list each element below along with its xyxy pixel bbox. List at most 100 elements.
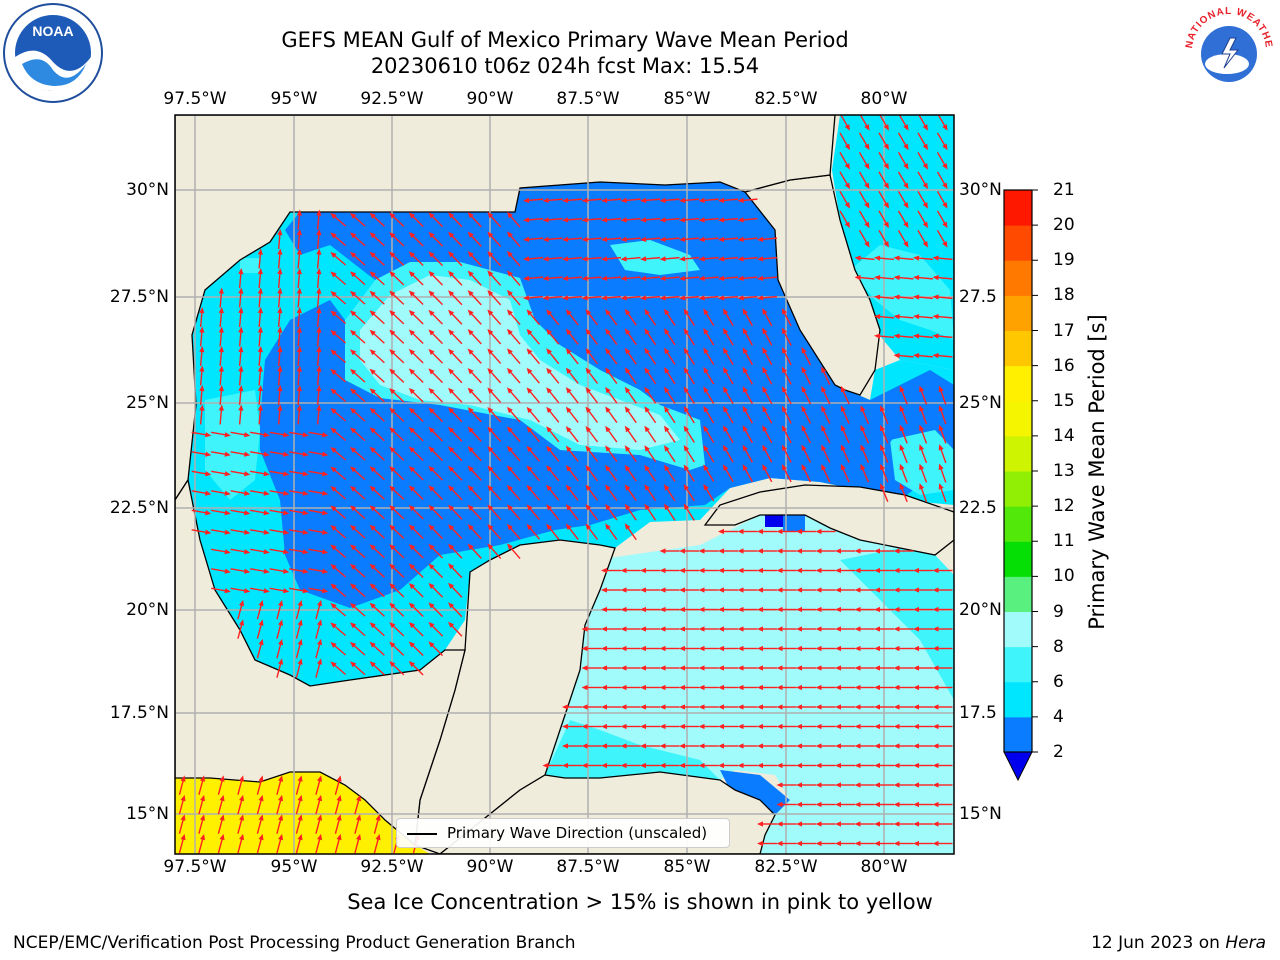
wave-direction-arrow (369, 212, 385, 227)
wave-direction-arrow (257, 248, 263, 269)
wave-direction-arrow (369, 446, 385, 461)
wave-direction-arrow (295, 833, 303, 854)
wave-direction-arrow (330, 369, 347, 383)
wave-direction-arrow (874, 294, 895, 300)
wave-direction-arrow (178, 794, 186, 815)
wave-direction-arrow (389, 212, 405, 227)
wave-direction-arrow (679, 743, 699, 749)
wave-direction-arrow (316, 229, 322, 250)
wave-direction-arrow (742, 464, 753, 483)
wave-direction-arrow (679, 606, 699, 613)
wave-direction-arrow (664, 464, 676, 482)
wave-direction-arrow (562, 275, 583, 281)
wave-direction-arrow (659, 295, 680, 301)
wave-direction-arrow (874, 743, 894, 749)
wave-direction-arrow (389, 368, 405, 383)
wave-direction-arrow (601, 217, 622, 223)
wave-direction-arrow (718, 704, 738, 710)
wave-direction-arrow (546, 484, 560, 501)
wave-direction-arrow (217, 833, 225, 854)
wave-direction-arrow (369, 544, 385, 559)
wave-direction-arrow (835, 723, 855, 730)
wave-direction-arrow (737, 528, 758, 535)
wave-direction-arrow (605, 503, 618, 521)
wave-direction-arrow (408, 427, 424, 442)
colorbar-band (1004, 225, 1032, 261)
wave-direction-arrow (878, 210, 889, 229)
wave-direction-arrow (369, 622, 385, 637)
wave-direction-arrow (913, 294, 934, 300)
wave-direction-arrow (932, 801, 953, 808)
wave-direction-arrow (487, 504, 502, 520)
wave-direction-arrow (389, 661, 405, 676)
wave-direction-arrow (679, 217, 700, 223)
wave-direction-arrow (581, 645, 602, 652)
colorbar-label: Primary Wave Mean Period [s] (1085, 314, 1109, 630)
wave-direction-arrow (796, 704, 816, 710)
wave-direction-arrow (389, 466, 405, 481)
wave-direction-arrow (308, 509, 329, 516)
wave-direction-arrow (257, 346, 263, 367)
wave-direction-arrow (487, 231, 502, 247)
wave-direction-arrow (860, 405, 870, 424)
wave-direction-arrow (277, 365, 283, 386)
wave-direction-arrow (373, 833, 381, 854)
wave-direction-arrow (269, 509, 290, 516)
wave-direction-arrow (369, 524, 385, 539)
wave-direction-arrow (893, 723, 914, 730)
wave-direction-arrow (781, 308, 792, 327)
wave-direction-arrow (211, 470, 231, 477)
wave-direction-arrow (683, 503, 695, 521)
wave-direction-arrow (737, 567, 758, 574)
wave-direction-arrow (913, 762, 933, 769)
wave-direction-arrow (624, 464, 637, 482)
wave-direction-arrow (840, 444, 850, 463)
wave-direction-arrow (546, 348, 560, 365)
wave-direction-arrow (854, 567, 875, 574)
wave-direction-arrow (230, 587, 251, 594)
wave-direction-arrow (698, 743, 719, 749)
lon-label-bottom: 97.5°W (163, 857, 227, 877)
wave-direction-arrow (315, 599, 323, 620)
wave-direction-arrow (467, 407, 482, 423)
wave-direction-arrow (289, 509, 309, 516)
wave-direction-arrow (408, 388, 424, 403)
wave-direction-arrow (874, 723, 894, 730)
wave-direction-arrow (349, 563, 366, 578)
wave-direction-arrow (722, 405, 734, 424)
wave-direction-arrow (679, 723, 699, 730)
wave-direction-arrow (796, 840, 816, 847)
wave-direction-arrow (389, 388, 405, 403)
wave-direction-arrow (277, 404, 283, 425)
wave-direction-arrow (835, 626, 855, 632)
wave-direction-arrow (238, 287, 244, 308)
wave-direction-arrow (815, 723, 836, 730)
wave-direction-arrow (737, 275, 758, 281)
wave-direction-arrow (839, 190, 850, 209)
wave-direction-arrow (938, 444, 947, 464)
wave-direction-arrow (932, 645, 953, 652)
wave-direction-arrow (408, 466, 424, 481)
wave-direction-arrow (878, 151, 889, 170)
wave-direction-arrow (199, 365, 205, 386)
wave-direction-arrow (737, 762, 758, 769)
wave-direction-arrow (428, 446, 444, 462)
colorbar-tick: 20 (1053, 215, 1075, 236)
wave-direction-arrow (217, 775, 225, 795)
wave-direction-arrow (467, 231, 482, 247)
wave-direction-arrow (316, 307, 322, 328)
colorbar-tick: 8 (1053, 636, 1064, 657)
wave-direction-arrow (565, 406, 579, 423)
wave-direction-arrow (620, 743, 641, 749)
wave-direction-arrow (389, 349, 405, 364)
wave-direction-arrow (644, 367, 657, 385)
wave-direction-arrow (289, 431, 309, 438)
wave-direction-arrow (467, 290, 482, 306)
wave-direction-arrow (369, 271, 385, 286)
wave-direction-arrow (737, 295, 758, 301)
wave-direction-arrow (389, 583, 405, 598)
wave-direction-arrow (369, 583, 385, 598)
wave-direction-arrow (874, 255, 895, 261)
wave-direction-arrow (487, 543, 502, 559)
wave-direction-arrow (467, 426, 482, 442)
